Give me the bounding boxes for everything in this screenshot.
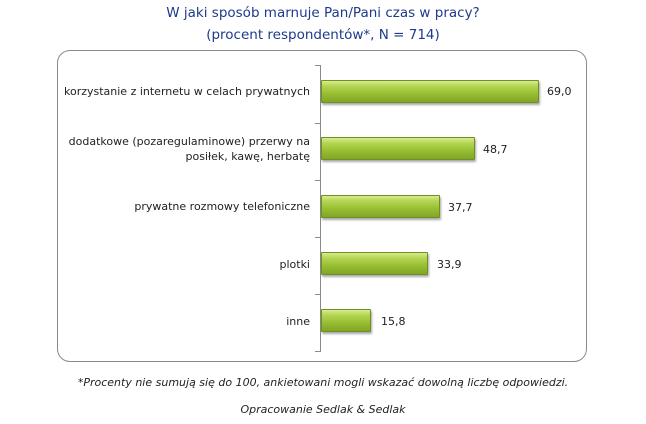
footnote: *Procenty nie sumują się do 100, ankieto… (77, 376, 569, 389)
bar (321, 80, 539, 103)
value-label: 48,7 (483, 143, 508, 156)
bar (321, 252, 428, 275)
value-label: 69,0 (547, 85, 572, 98)
chart-frame (57, 50, 587, 362)
axis-tick (315, 180, 320, 181)
axis-tick (315, 351, 320, 352)
value-label: 33,9 (437, 258, 462, 271)
value-label: 15,8 (381, 315, 406, 328)
category-label: dodatkowe (pozaregulaminowe) przerwy na … (68, 135, 310, 163)
value-label: 37,7 (448, 201, 473, 214)
bar (321, 137, 475, 160)
category-label: plotki (279, 258, 310, 271)
category-label: korzystanie z internetu w celach prywatn… (63, 85, 310, 98)
axis-tick (315, 237, 320, 238)
category-axis (320, 65, 321, 352)
chart-title: W jaki sposób marnuje Pan/Pani czas w pr… (166, 5, 480, 21)
bar (321, 195, 440, 218)
category-label: prywatne rozmowy telefoniczne (134, 200, 310, 213)
axis-tick (315, 123, 320, 124)
bar (321, 309, 371, 332)
axis-tick (315, 294, 320, 295)
source-credit: Opracowanie Sedlak & Sedlak (240, 403, 406, 416)
category-label: inne (286, 315, 310, 328)
axis-tick (315, 65, 320, 66)
chart-subtitle: (procent respondentów*, N = 714) (206, 27, 440, 43)
